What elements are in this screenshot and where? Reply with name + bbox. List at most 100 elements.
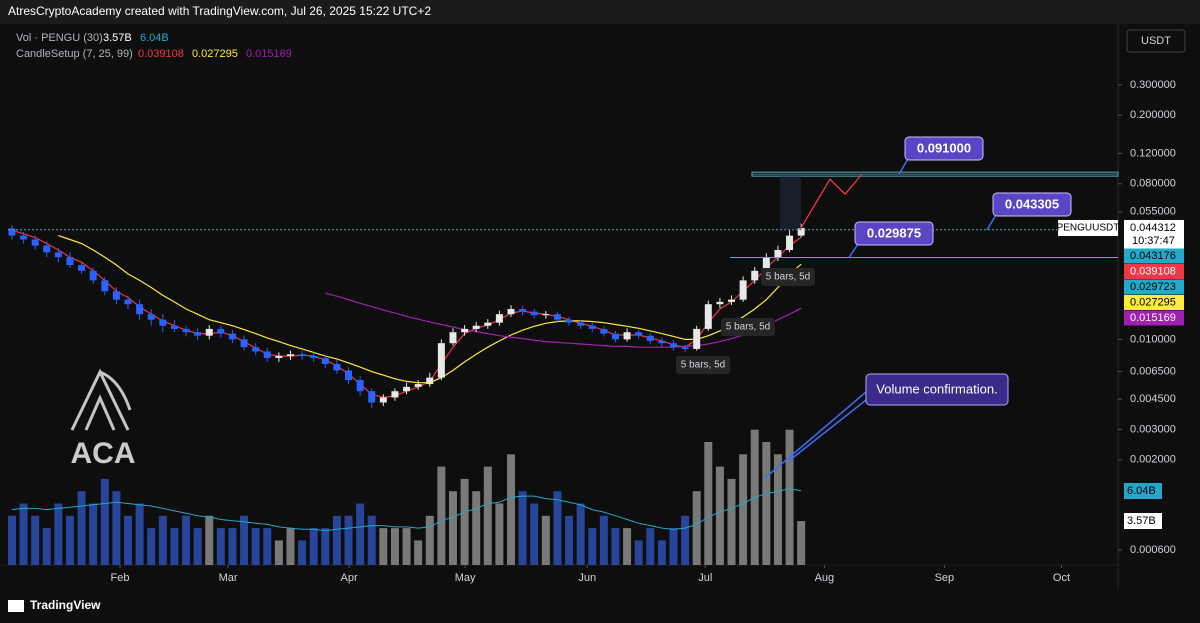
projection-arrow	[799, 173, 863, 231]
candle-body	[751, 270, 759, 281]
candle-body	[379, 397, 387, 403]
volume-tag-label: 3.57B	[1127, 515, 1156, 527]
x-tick-label: Mar	[219, 572, 238, 584]
volume-bar	[89, 503, 98, 565]
volume-bar	[31, 515, 40, 565]
ma99-legend-value: 0.015169	[246, 48, 292, 60]
candle-body	[704, 304, 712, 329]
candle-body	[159, 319, 167, 326]
candle-body	[693, 328, 701, 349]
candle-body	[623, 332, 631, 340]
volume-bar	[437, 466, 446, 565]
candle-body	[437, 343, 445, 378]
volume-bar	[19, 503, 28, 565]
x-tick-label: Feb	[111, 572, 130, 584]
y-tick-label: 0.055000	[1130, 206, 1176, 218]
candle-body	[542, 314, 550, 316]
volume-bar	[495, 503, 504, 565]
symbol-tag-label: PENGUUSDT	[1057, 223, 1120, 234]
volume-bar	[54, 503, 63, 565]
candle-body	[774, 250, 782, 258]
candle-body	[66, 257, 74, 266]
volume-bar	[332, 515, 341, 565]
x-tick-label: May	[455, 572, 476, 584]
volume-bar	[240, 515, 249, 565]
candle-body	[762, 257, 770, 271]
price-tag-label: 0.027295	[1130, 296, 1176, 308]
volume-bar	[321, 528, 330, 565]
volume-bar	[646, 528, 655, 565]
volume-bar	[263, 528, 272, 565]
volume-bar	[286, 528, 295, 565]
price-tag-label: 0.015169	[1130, 312, 1176, 324]
volume-bar	[7, 515, 16, 565]
volume-bar	[681, 515, 690, 565]
volume-bar	[309, 528, 318, 565]
volume-bar	[147, 528, 156, 565]
volume-bar	[623, 528, 632, 565]
y-tick-label: 0.200000	[1130, 109, 1176, 121]
candle-body	[252, 347, 260, 352]
volume-bar	[124, 515, 133, 565]
currency-button[interactable]	[1126, 29, 1186, 53]
volume-bar	[182, 515, 191, 565]
price-tag	[1124, 263, 1184, 279]
volume-bar	[414, 540, 423, 565]
volume-bar	[727, 478, 736, 565]
moving-average-line	[325, 292, 802, 348]
y-tick-label: 0.080000	[1130, 178, 1176, 190]
volume-legend-value: 3.57B	[103, 32, 132, 44]
candle-body	[124, 299, 132, 305]
volume-legend: Vol · PENGU (30)	[16, 32, 103, 44]
price-tag	[1124, 219, 1184, 249]
candle-body	[78, 265, 86, 271]
volume-bar	[785, 429, 794, 565]
candle-body	[333, 363, 341, 371]
candle-body	[20, 235, 28, 240]
logo-mark	[70, 368, 132, 431]
currency[interactable]: USDT	[1141, 35, 1171, 47]
volume-bar	[251, 528, 260, 565]
candle-body	[600, 328, 608, 334]
x-tick-label: Aug	[815, 572, 835, 584]
candle-body	[484, 322, 492, 326]
candle-body	[716, 301, 724, 305]
ma7-legend-value: 0.039108	[138, 48, 184, 60]
price-tag	[1124, 310, 1184, 326]
level-callout-label: 0.043305	[1005, 196, 1059, 211]
volume-bar	[367, 515, 376, 565]
y-tick-label: 0.120000	[1130, 147, 1176, 159]
level-callout-label: 0.029875	[867, 225, 921, 240]
candle-body	[646, 335, 654, 341]
y-tick-label: 0.003000	[1130, 423, 1176, 435]
candle-body	[205, 328, 213, 336]
candle-body	[797, 227, 805, 236]
candle-body	[507, 309, 515, 315]
volume-bar	[42, 528, 51, 565]
candle-body	[368, 391, 376, 403]
volume-bar	[541, 515, 550, 565]
symbol-tag	[1058, 219, 1118, 236]
candle-body	[565, 319, 573, 323]
callout-line	[898, 158, 909, 175]
candle-body	[298, 354, 306, 357]
volume-bar	[553, 491, 562, 565]
candle-body	[8, 228, 16, 236]
bar-note: 5 bars, 5d	[766, 272, 810, 283]
bar-note-box	[761, 268, 815, 286]
volume-bar	[158, 515, 167, 565]
candle-body	[611, 333, 619, 340]
candle-body	[194, 332, 202, 336]
candle-body	[43, 245, 51, 253]
candle-body	[54, 252, 62, 258]
level-callout	[992, 192, 1072, 217]
candle-body	[321, 357, 329, 364]
bar-note-box	[721, 318, 775, 336]
candle-body	[449, 332, 457, 344]
y-tick-label: 0.002000	[1130, 454, 1176, 466]
candle-body	[495, 314, 503, 323]
candle-body	[112, 291, 120, 300]
y-tick-label: 0.010000	[1130, 333, 1176, 345]
y-tick-label: 0.000600	[1130, 544, 1176, 556]
